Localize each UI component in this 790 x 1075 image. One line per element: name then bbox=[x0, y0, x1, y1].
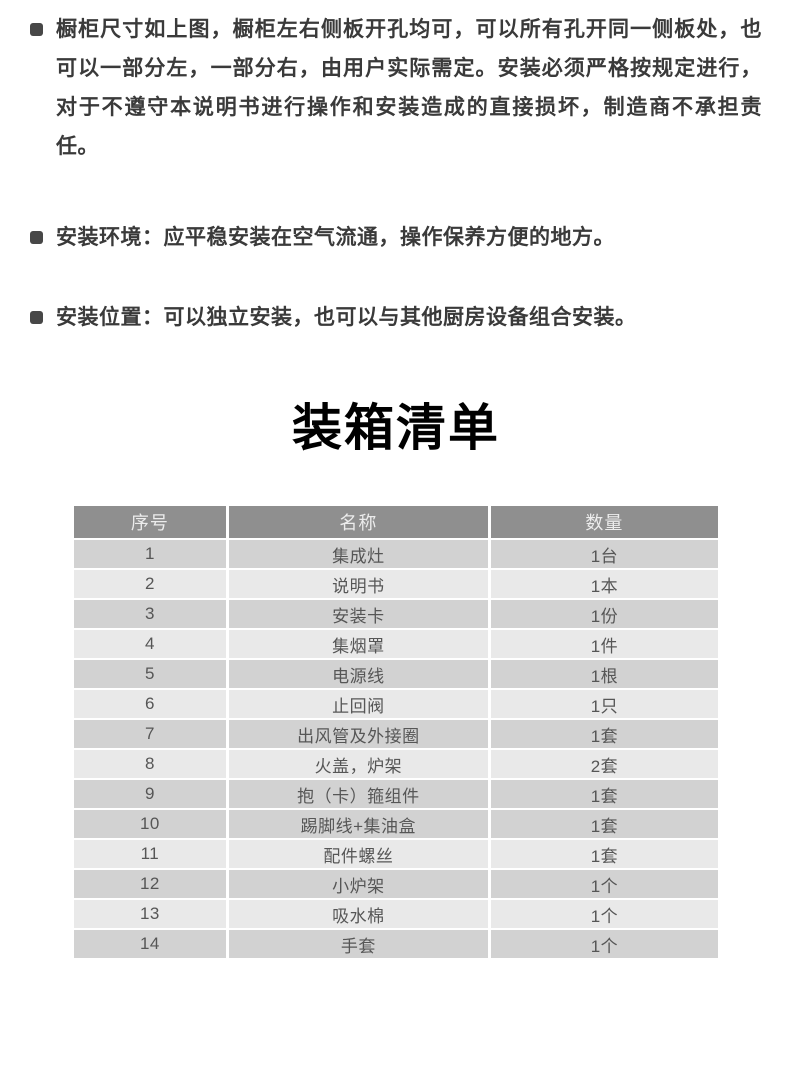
cell-quantity: 1套 bbox=[490, 780, 718, 808]
cell-name: 电源线 bbox=[228, 660, 488, 688]
cell-serial: 3 bbox=[74, 600, 226, 628]
cell-serial: 7 bbox=[74, 720, 226, 748]
cell-name: 火盖，炉架 bbox=[228, 750, 488, 778]
note-text: 安装位置：可以独立安装，也可以与其他厨房设备组合安装。 bbox=[56, 306, 637, 329]
cell-quantity: 1份 bbox=[490, 600, 718, 628]
square-bullet-icon bbox=[30, 231, 43, 244]
cell-quantity: 1件 bbox=[490, 630, 718, 658]
cell-quantity: 1个 bbox=[490, 900, 718, 928]
table-row: 10 踢脚线+集油盒 1套 bbox=[74, 810, 718, 838]
table-row: 8 火盖，炉架 2套 bbox=[74, 750, 718, 778]
cell-quantity: 1套 bbox=[490, 810, 718, 838]
table-row: 13 吸水棉 1个 bbox=[74, 900, 718, 928]
cell-serial: 1 bbox=[74, 540, 226, 568]
cell-name: 出风管及外接圈 bbox=[228, 720, 488, 748]
cell-serial: 8 bbox=[74, 750, 226, 778]
cell-name: 吸水棉 bbox=[228, 900, 488, 928]
cell-name: 配件螺丝 bbox=[228, 840, 488, 868]
cell-serial: 13 bbox=[74, 900, 226, 928]
cell-name: 说明书 bbox=[228, 570, 488, 598]
cell-name: 集成灶 bbox=[228, 540, 488, 568]
cell-quantity: 1只 bbox=[490, 690, 718, 718]
cell-quantity: 1台 bbox=[490, 540, 718, 568]
note-text: 橱柜尺寸如上图，橱柜左右侧板开孔均可，可以所有孔开同一侧板处，也可以一部分左，一… bbox=[56, 18, 762, 158]
cell-name: 抱（卡）箍组件 bbox=[228, 780, 488, 808]
table-header-row: 序号 名称 数量 bbox=[74, 506, 718, 538]
square-bullet-icon bbox=[30, 23, 43, 36]
table-row: 3 安装卡 1份 bbox=[74, 600, 718, 628]
note-text: 安装环境：应平稳安装在空气流通，操作保养方便的地方。 bbox=[56, 226, 615, 249]
note-cabinet-dimensions: 橱柜尺寸如上图，橱柜左右侧板开孔均可，可以所有孔开同一侧板处，也可以一部分左，一… bbox=[30, 10, 762, 166]
table-row: 11 配件螺丝 1套 bbox=[74, 840, 718, 868]
cell-quantity: 1本 bbox=[490, 570, 718, 598]
cell-name: 安装卡 bbox=[228, 600, 488, 628]
packing-list-table: 序号 名称 数量 1 集成灶 1台 2 说明书 1本 3 安装卡 1份 4 集烟罩 1件 5 电源线 1根 6… bbox=[71, 504, 721, 960]
table-row: 2 说明书 1本 bbox=[74, 570, 718, 598]
page-title: 装箱清单 bbox=[292, 400, 500, 456]
cell-serial: 12 bbox=[74, 870, 226, 898]
cell-name: 踢脚线+集油盒 bbox=[228, 810, 488, 838]
note-install-position: 安装位置：可以独立安装，也可以与其他厨房设备组合安装。 bbox=[30, 298, 762, 337]
cell-serial: 4 bbox=[74, 630, 226, 658]
note-install-environment: 安装环境：应平稳安装在空气流通，操作保养方便的地方。 bbox=[30, 218, 762, 257]
cell-serial: 9 bbox=[74, 780, 226, 808]
table-row: 14 手套 1个 bbox=[74, 930, 718, 958]
table-row: 12 小炉架 1个 bbox=[74, 870, 718, 898]
cell-name: 止回阀 bbox=[228, 690, 488, 718]
cell-quantity: 1套 bbox=[490, 720, 718, 748]
column-header-serial: 序号 bbox=[74, 506, 226, 538]
column-header-quantity: 数量 bbox=[490, 506, 718, 538]
table-row: 4 集烟罩 1件 bbox=[74, 630, 718, 658]
cell-serial: 10 bbox=[74, 810, 226, 838]
table-row: 6 止回阀 1只 bbox=[74, 690, 718, 718]
table-row: 9 抱（卡）箍组件 1套 bbox=[74, 780, 718, 808]
cell-quantity: 1根 bbox=[490, 660, 718, 688]
cell-name: 手套 bbox=[228, 930, 488, 958]
table-row: 5 电源线 1根 bbox=[74, 660, 718, 688]
cell-serial: 6 bbox=[74, 690, 226, 718]
cell-quantity: 2套 bbox=[490, 750, 718, 778]
cell-serial: 2 bbox=[74, 570, 226, 598]
cell-quantity: 1个 bbox=[490, 870, 718, 898]
cell-quantity: 1个 bbox=[490, 930, 718, 958]
cell-name: 集烟罩 bbox=[228, 630, 488, 658]
table-row: 7 出风管及外接圈 1套 bbox=[74, 720, 718, 748]
cell-quantity: 1套 bbox=[490, 840, 718, 868]
manual-page: 橱柜尺寸如上图，橱柜左右侧板开孔均可，可以所有孔开同一侧板处，也可以一部分左，一… bbox=[30, 10, 762, 960]
cell-serial: 14 bbox=[74, 930, 226, 958]
column-header-name: 名称 bbox=[228, 506, 488, 538]
cell-name: 小炉架 bbox=[228, 870, 488, 898]
cell-serial: 11 bbox=[74, 840, 226, 868]
table-row: 1 集成灶 1台 bbox=[74, 540, 718, 568]
square-bullet-icon bbox=[30, 311, 43, 324]
cell-serial: 5 bbox=[74, 660, 226, 688]
